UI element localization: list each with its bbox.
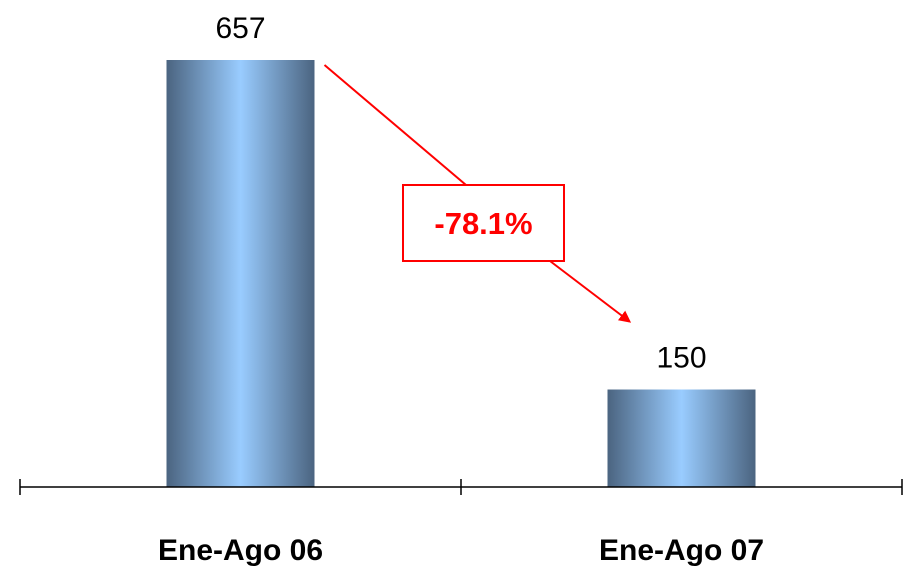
- value-label-1: 657: [215, 12, 265, 45]
- category-label-1: Ene-Ago 06: [158, 534, 323, 567]
- annotation-box: [402, 184, 565, 262]
- bar-1: [166, 60, 315, 487]
- value-label-2: 150: [656, 342, 706, 375]
- change-annotation: -78.1%: [323, 64, 632, 323]
- bar-2: [607, 389, 756, 487]
- labels: 657 Ene-Ago 06 150 Ene-Ago 07: [158, 12, 764, 567]
- arrow-segment-lower: [549, 260, 632, 323]
- x-axis: [19, 479, 903, 495]
- category-label-2: Ene-Ago 07: [599, 534, 764, 567]
- bars: [166, 60, 756, 487]
- annotation-label: -78.1%: [434, 206, 532, 241]
- arrow-segment-upper: [323, 64, 467, 186]
